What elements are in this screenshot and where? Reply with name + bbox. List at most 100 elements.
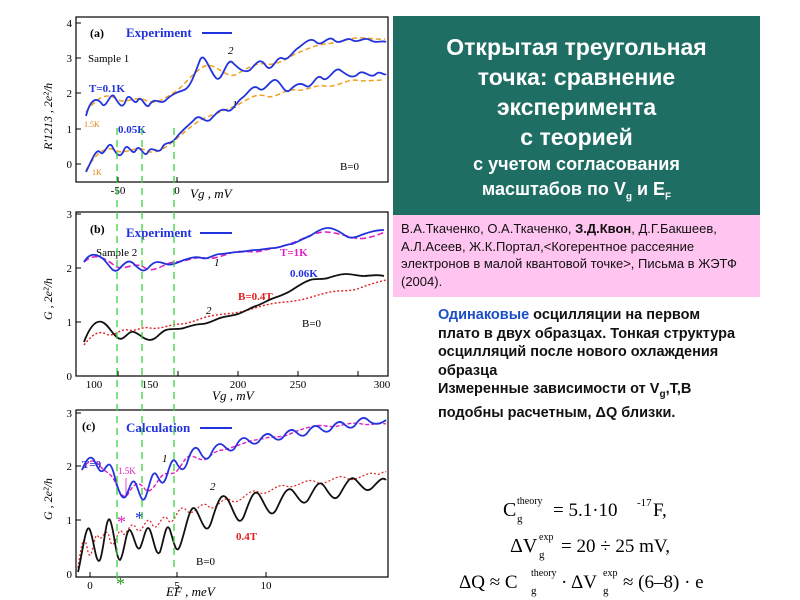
- formulas: C theory g = 5.1·10 -17 F, ΔV exp g = 20…: [459, 496, 704, 597]
- panel-c-curve1-blue: [81, 417, 387, 501]
- panel-b-frame: [75, 211, 389, 377]
- panel-a-frame: [75, 16, 389, 183]
- panel-a-xlabel: Vg , mV: [190, 186, 234, 201]
- panel-b-ann-B04: B=0.4T: [238, 291, 273, 303]
- description-part-3: ,T,B подобны расчетным, ΔQ близки.: [438, 381, 692, 422]
- formula-1-unit: F,: [653, 500, 667, 521]
- description-part-2-sub: g: [659, 388, 666, 400]
- figure-panels: 0 1 2 3 4 -50 0 Vg , mV R'1213 , 2e²/h (…: [41, 16, 391, 599]
- panel-a-ann-005: 0.05K: [118, 124, 146, 136]
- panel-b-ylabel: G , 2e²/h: [41, 278, 55, 320]
- panel-a-curve2-blue: [85, 37, 387, 117]
- formula-1-rhs: = 5.1·10: [553, 500, 618, 521]
- panel-a-ylabel: R'1213 , 2e²/h: [41, 83, 55, 151]
- panel-c: 0 1 2 3 0 5 10 EF , meV G , 2e²/h (c) Ca…: [41, 408, 389, 599]
- title-line-4: с теорией: [520, 124, 633, 150]
- panel-a-ytick-0: 0: [67, 159, 73, 171]
- panel-c-ytick-1: 1: [67, 515, 73, 527]
- panel-a-curve2: 2: [228, 45, 234, 57]
- panel-a-curve1-blue: [85, 68, 387, 173]
- panel-b: 0 1 2 3 100 150 200 250 300 Vg , mV G , …: [41, 209, 391, 403]
- guide-lines: [116, 128, 175, 580]
- title-line-5: с учетом согласования: [473, 154, 680, 174]
- reference-authors-b: З.Д.Квон: [575, 221, 632, 236]
- formula-3-lhs: ΔQ ≈ C: [459, 572, 518, 593]
- panel-c-ylabel: G , 2e²/h: [41, 478, 55, 520]
- panel-c-curve1: 1: [162, 453, 168, 465]
- description-highlight: Одинаковые: [438, 307, 530, 323]
- panel-b-xtick-250: 250: [290, 379, 307, 391]
- title-line-6: масштабов по Vg и EF: [393, 177, 760, 210]
- panel-b-xtick-200: 200: [230, 379, 247, 391]
- title-box: Открытая треугольная точка: сравнение эк…: [393, 16, 760, 216]
- formula-3-sub2: g: [603, 585, 609, 597]
- panel-a-curve2-orange: [85, 37, 386, 113]
- panel-b-xtick-150: 150: [142, 379, 159, 391]
- description-part-1: осцилляции на первом плато в двух образц…: [438, 307, 736, 379]
- formula-1-lhs: C: [503, 499, 516, 521]
- panel-a-ann-1k: 1K: [92, 168, 102, 177]
- title-line-6-sub2: F: [665, 191, 672, 203]
- description-part-2: Измеренные зависимости от V: [438, 381, 660, 397]
- panel-a-ytick-2: 2: [67, 88, 73, 100]
- title-line-3: эксперимента: [496, 94, 657, 120]
- formula-charge: ΔQ ≈ C theory g · ΔV exp g ≈ (6–8) · e: [459, 568, 704, 597]
- panel-a-xtick-0: 0: [174, 185, 180, 197]
- panel-b-curve2: 2: [206, 305, 212, 317]
- panel-c-xtick-0: 0: [87, 580, 93, 592]
- panel-b-ytick-0: 0: [67, 371, 73, 383]
- panel-b-xlabel: Vg , mV: [212, 388, 256, 403]
- panel-c-ytick-2: 2: [67, 461, 73, 473]
- formula-3-sup1: theory: [531, 568, 557, 579]
- panel-a-ann-T: T=0.1K: [89, 83, 125, 95]
- panel-c-label: (c): [82, 419, 95, 433]
- formula-3-mid: · ΔV: [561, 572, 597, 593]
- panel-b-curve2-black: [83, 273, 385, 343]
- panel-a-ann-15: 1.5K: [84, 120, 100, 129]
- formula-1-exp: -17: [637, 497, 652, 509]
- formula-3-rhs: ≈ (6–8) · e: [623, 572, 704, 593]
- formula-capacitance: C theory g = 5.1·10 -17 F,: [503, 496, 667, 525]
- panel-c-curve2: 2: [210, 481, 216, 493]
- formula-3-sub1: g: [531, 585, 537, 597]
- panel-b-ytick-1: 1: [67, 317, 73, 329]
- panel-c-xlabel: EF , meV: [165, 584, 217, 599]
- panel-a-ytick-4: 4: [67, 18, 73, 30]
- panel-a-ann-B: B=0: [340, 161, 360, 173]
- panel-a-ytick-1: 1: [67, 124, 73, 136]
- title-line-1: Открытая треугольная: [446, 34, 707, 60]
- panel-c-star-magenta: *: [117, 512, 126, 532]
- panel-a: 0 1 2 3 4 -50 0 Vg , mV R'1213 , 2e²/h (…: [41, 16, 389, 201]
- formula-1-sub: g: [517, 513, 523, 525]
- panel-c-curve2-black: [77, 477, 387, 573]
- panel-a-sample: Sample 1: [88, 53, 129, 65]
- panel-b-ann-006: 0.06K: [290, 268, 318, 280]
- panel-b-ann-T: T=1K: [280, 247, 308, 259]
- title-line-6-mid: и E: [631, 179, 666, 199]
- panel-c-xtick-5: 5: [174, 580, 180, 592]
- panel-c-ytick-0: 0: [67, 569, 73, 581]
- panel-b-xtick-100: 100: [86, 379, 103, 391]
- panel-b-ann-B0: B=0: [302, 318, 322, 330]
- panel-b-ytick-3: 3: [67, 209, 73, 221]
- panel-c-ytick-3: 3: [67, 408, 73, 420]
- panel-c-star-green: *: [116, 574, 125, 594]
- formula-2-lhs: ΔV: [510, 535, 538, 557]
- panel-c-ann-B0: B=0: [196, 556, 216, 568]
- panel-b-curve-red: [83, 279, 387, 346]
- title-line-6-sub1: g: [625, 191, 632, 203]
- panel-c-star-blue: *: [135, 508, 144, 528]
- reference-box: В.А.Ткаченко, О.А.Ткаченко, З.Д.Квон, Д.…: [393, 215, 760, 297]
- panel-c-curve-magenta: [81, 422, 387, 498]
- panel-b-ytick-2: 2: [67, 263, 73, 275]
- title-line-2: точка: сравнение: [477, 64, 676, 90]
- panel-c-frame: [75, 409, 389, 578]
- panel-c-curve-red: [77, 471, 387, 569]
- title-line-6-prefix: масштабов по V: [481, 179, 626, 199]
- panel-b-xtick-300: 300: [374, 379, 391, 391]
- panel-a-ytick-3: 3: [67, 53, 73, 65]
- panel-b-curve1: 1: [214, 257, 220, 269]
- panel-b-label: (b): [90, 222, 105, 236]
- formula-voltage: ΔV exp g = 20 ÷ 25 mV,: [510, 532, 670, 561]
- panel-b-curve1-blue: [83, 227, 385, 272]
